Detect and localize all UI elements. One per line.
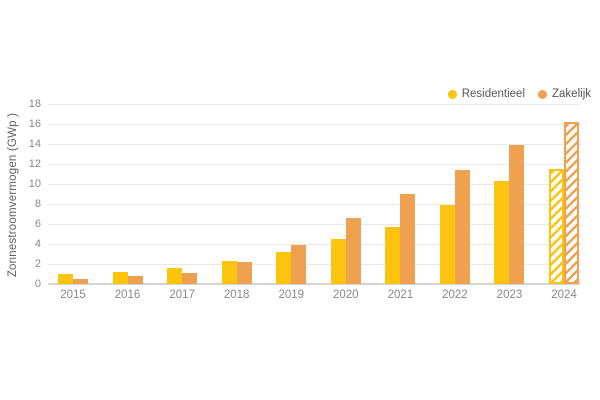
bar-zakelijk-2024 xyxy=(564,122,580,284)
x-label-2016: 2016 xyxy=(114,289,141,301)
gridline-10 xyxy=(48,184,580,185)
y-tick-2: 2 xyxy=(34,258,41,270)
legend-item-zakelijk: Zakelijk xyxy=(538,88,591,100)
bar-residentieel-2022 xyxy=(439,205,455,284)
bar-zakelijk-2017 xyxy=(182,273,198,284)
gridline-14 xyxy=(48,144,580,145)
x-label-2021: 2021 xyxy=(387,289,414,301)
y-tick-14: 14 xyxy=(28,138,41,150)
bar-zakelijk-2018 xyxy=(236,262,252,284)
x-axis-labels: 2015 2016 2017 2018 2019 2020 2021 2022 2023 2024 xyxy=(48,289,600,305)
x-label-2024: 2024 xyxy=(551,289,577,301)
y-tick-4: 4 xyxy=(34,238,41,250)
bar-zakelijk-2022 xyxy=(454,170,470,284)
y-tick-0: 0 xyxy=(34,278,41,290)
bar-residentieel-2015 xyxy=(58,274,73,284)
zakelijk-color-swatch xyxy=(538,89,548,99)
bar-zakelijk-2023 xyxy=(509,145,525,284)
bar-residentieel-2020 xyxy=(330,239,346,284)
y-tick-12: 12 xyxy=(28,158,41,170)
y-tick-16: 16 xyxy=(28,118,41,130)
x-label-2015: 2015 xyxy=(60,289,86,301)
x-axis-baseline xyxy=(48,283,580,285)
bar-zakelijk-2021 xyxy=(400,194,416,284)
bar-residentieel-2021 xyxy=(385,227,401,284)
x-label-2022: 2022 xyxy=(442,289,468,301)
bar-residentieel-2024 xyxy=(549,169,565,284)
plot-area xyxy=(48,104,580,285)
x-label-2017: 2017 xyxy=(169,289,195,301)
bar-residentieel-2019 xyxy=(276,252,292,284)
bar-residentieel-2017 xyxy=(167,268,183,284)
y-tick-8: 8 xyxy=(34,198,41,210)
y-tick-6: 6 xyxy=(34,218,41,230)
gridline-16 xyxy=(48,124,580,125)
gridline-8 xyxy=(48,204,580,205)
gridline-6 xyxy=(48,224,580,225)
bar-zakelijk-2020 xyxy=(345,218,361,284)
y-axis-ticks: 0 2 4 6 8 10 12 14 16 18 xyxy=(0,98,41,290)
gridline-18 xyxy=(48,104,580,105)
x-label-2019: 2019 xyxy=(278,289,305,301)
bar-residentieel-2018 xyxy=(221,261,237,284)
bar-zakelijk-2016 xyxy=(127,276,143,284)
legend-label-zakelijk: Zakelijk xyxy=(552,88,591,100)
y-tick-10: 10 xyxy=(28,178,41,190)
bar-zakelijk-2015 xyxy=(73,279,88,284)
x-label-2023: 2023 xyxy=(496,289,523,301)
bar-residentieel-2016 xyxy=(112,272,128,284)
x-label-2018: 2018 xyxy=(223,289,250,301)
chart-legend: Residentieel Zakelijk xyxy=(447,88,591,100)
bar-residentieel-2023 xyxy=(494,181,510,284)
gridline-12 xyxy=(48,164,580,165)
bar-zakelijk-2019 xyxy=(291,245,307,284)
legend-item-residentieel: Residentieel xyxy=(447,88,526,100)
gridline-4 xyxy=(48,244,580,245)
y-tick-18: 18 xyxy=(28,98,41,110)
gridline-2 xyxy=(48,264,580,265)
legend-label-residentieel: Residentieel xyxy=(461,88,526,100)
x-label-2020: 2020 xyxy=(333,289,359,301)
residentieel-color-swatch xyxy=(447,89,457,99)
